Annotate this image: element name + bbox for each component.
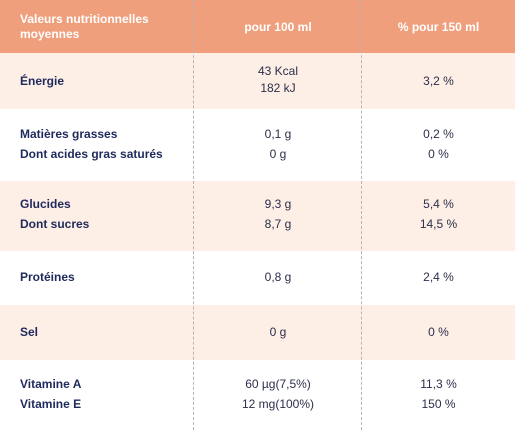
- row-value-150ml: 3,2 %: [423, 74, 454, 88]
- row-value-100ml: 0,8 g: [264, 270, 292, 284]
- row-value-100ml: 0 g: [269, 325, 287, 339]
- row-value-150ml: 11,3 %: [420, 377, 457, 391]
- row-value-100ml: 0,1 g: [264, 127, 292, 141]
- table-row-glucides: Glucides Dont sucres 9,3 g 8,7 g 5,4 % 1…: [0, 181, 515, 251]
- table-row-sel: Sel 0 g 0 %: [0, 305, 515, 360]
- row-value-100ml: 8,7 g: [264, 217, 292, 231]
- table-row-vitamines: Vitamine A Vitamine E 60 µg(7,5%) 12 mg(…: [0, 360, 515, 430]
- row-value-100ml: 182 kJ: [260, 81, 296, 95]
- row-label: Matières grasses: [20, 127, 118, 141]
- table-row-energie: Énergie 43 Kcal 182 kJ 3,2 %: [0, 53, 515, 109]
- column-divider: [361, 0, 362, 430]
- row-value-100ml: 43 Kcal: [257, 64, 299, 78]
- row-value-150ml: 0 %: [428, 325, 449, 339]
- header-nutrition-values: Valeurs nutritionnelles moyennes: [20, 12, 149, 41]
- row-value-150ml: 2,4 %: [423, 270, 454, 284]
- row-value-150ml: 150 %: [421, 397, 456, 411]
- table-header: Valeurs nutritionnelles moyennes pour 10…: [0, 0, 515, 53]
- row-value-150ml: 0 %: [428, 147, 449, 161]
- row-value-150ml: 5,4 %: [423, 197, 454, 211]
- row-label: Glucides: [20, 197, 71, 211]
- row-sublabel: Dont acides gras saturés: [20, 147, 163, 161]
- header-per-150ml: % pour 150 ml: [397, 19, 480, 34]
- row-value-100ml: 0 g: [269, 147, 287, 161]
- column-divider: [193, 0, 194, 430]
- row-label: Vitamine A: [20, 377, 82, 391]
- row-value-100ml: 12 mg(100%): [241, 397, 315, 411]
- row-value-150ml: 14,5 %: [419, 217, 458, 231]
- row-value-100ml: 9,3 g: [264, 197, 292, 211]
- row-label: Énergie: [20, 74, 65, 88]
- row-label: Sel: [20, 325, 39, 339]
- table-row-proteines: Protéines 0,8 g 2,4 %: [0, 251, 515, 305]
- row-value-100ml: 60 µg(7,5%): [245, 377, 311, 391]
- row-sublabel: Vitamine E: [20, 397, 82, 411]
- row-label: Protéines: [20, 270, 75, 284]
- header-per-100ml: pour 100 ml: [244, 19, 312, 34]
- row-value-150ml: 0,2 %: [423, 127, 454, 141]
- table-row-matieres-grasses: Matières grasses Dont acides gras saturé…: [0, 109, 515, 181]
- row-sublabel: Dont sucres: [20, 217, 90, 231]
